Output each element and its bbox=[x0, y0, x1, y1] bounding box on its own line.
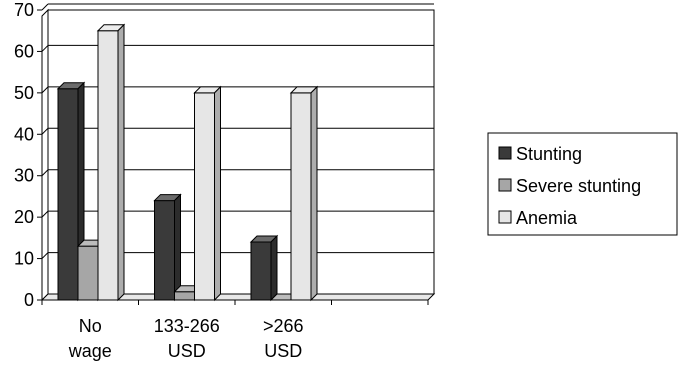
legend-label-anemia: Anemia bbox=[516, 208, 578, 228]
side-wall bbox=[41, 8, 49, 302]
bar bbox=[193, 85, 222, 302]
legend-item-anemia: Anemia bbox=[498, 208, 578, 228]
bar bbox=[96, 23, 126, 302]
y-tick-label: 30 bbox=[14, 166, 34, 186]
gridline-side bbox=[41, 45, 49, 52]
x-tick-label: wage bbox=[68, 341, 112, 361]
x-tick-label: USD bbox=[168, 341, 206, 361]
bar-front bbox=[77, 245, 99, 301]
gridline-side bbox=[41, 169, 49, 177]
bar-side bbox=[310, 85, 318, 302]
legend-item-severe-stunting: Severe stunting bbox=[498, 176, 641, 196]
legend-swatch-anemia bbox=[498, 210, 512, 224]
x-tick-label: 133-266 bbox=[154, 316, 220, 336]
bars bbox=[56, 23, 319, 302]
bar-side bbox=[117, 23, 125, 302]
y-tick-label: 10 bbox=[14, 249, 34, 269]
y-tick-label: 0 bbox=[24, 290, 34, 310]
bar-front bbox=[194, 92, 215, 301]
y-tick-label: 40 bbox=[14, 124, 34, 144]
x-tick-label: USD bbox=[264, 341, 302, 361]
y-axis: 0 10 20 30 40 50 60 70 bbox=[14, 0, 43, 310]
x-tick-label: No bbox=[79, 316, 102, 336]
legend-swatch-stunting bbox=[498, 146, 512, 160]
bar-front bbox=[290, 92, 312, 301]
y-tick-label: 50 bbox=[14, 83, 34, 103]
bar-side bbox=[270, 234, 278, 302]
bar bbox=[249, 234, 279, 302]
legend-label-stunting: Stunting bbox=[516, 144, 582, 164]
bar-front bbox=[154, 200, 175, 301]
bar-front bbox=[250, 241, 272, 301]
gridline-side bbox=[41, 210, 49, 218]
bar-side bbox=[214, 85, 221, 302]
bar bbox=[153, 193, 182, 302]
gridline-side bbox=[41, 127, 49, 135]
legend-box bbox=[487, 132, 678, 236]
gridline-side bbox=[41, 86, 49, 94]
legend-item-stunting: Stunting bbox=[498, 144, 582, 164]
bar bbox=[289, 85, 319, 302]
bar-front bbox=[57, 88, 79, 301]
y-tick-label: 20 bbox=[14, 207, 34, 227]
bar-front bbox=[97, 30, 119, 301]
y-tick-label: 60 bbox=[14, 41, 34, 61]
gridline-side bbox=[41, 3, 49, 11]
x-tick-label: >266 bbox=[263, 316, 304, 336]
legend-label-severe-stunting: Severe stunting bbox=[516, 176, 641, 196]
legend-swatch-severe-stunting bbox=[498, 178, 512, 192]
x-axis: No wage 133-266 USD >266 USD bbox=[41, 299, 429, 361]
gridline-side bbox=[41, 252, 49, 259]
bar-front bbox=[174, 291, 195, 301]
legend: Stunting Severe stunting Anemia bbox=[487, 132, 678, 236]
y-tick-label: 70 bbox=[14, 0, 34, 20]
bar-side bbox=[174, 193, 181, 302]
